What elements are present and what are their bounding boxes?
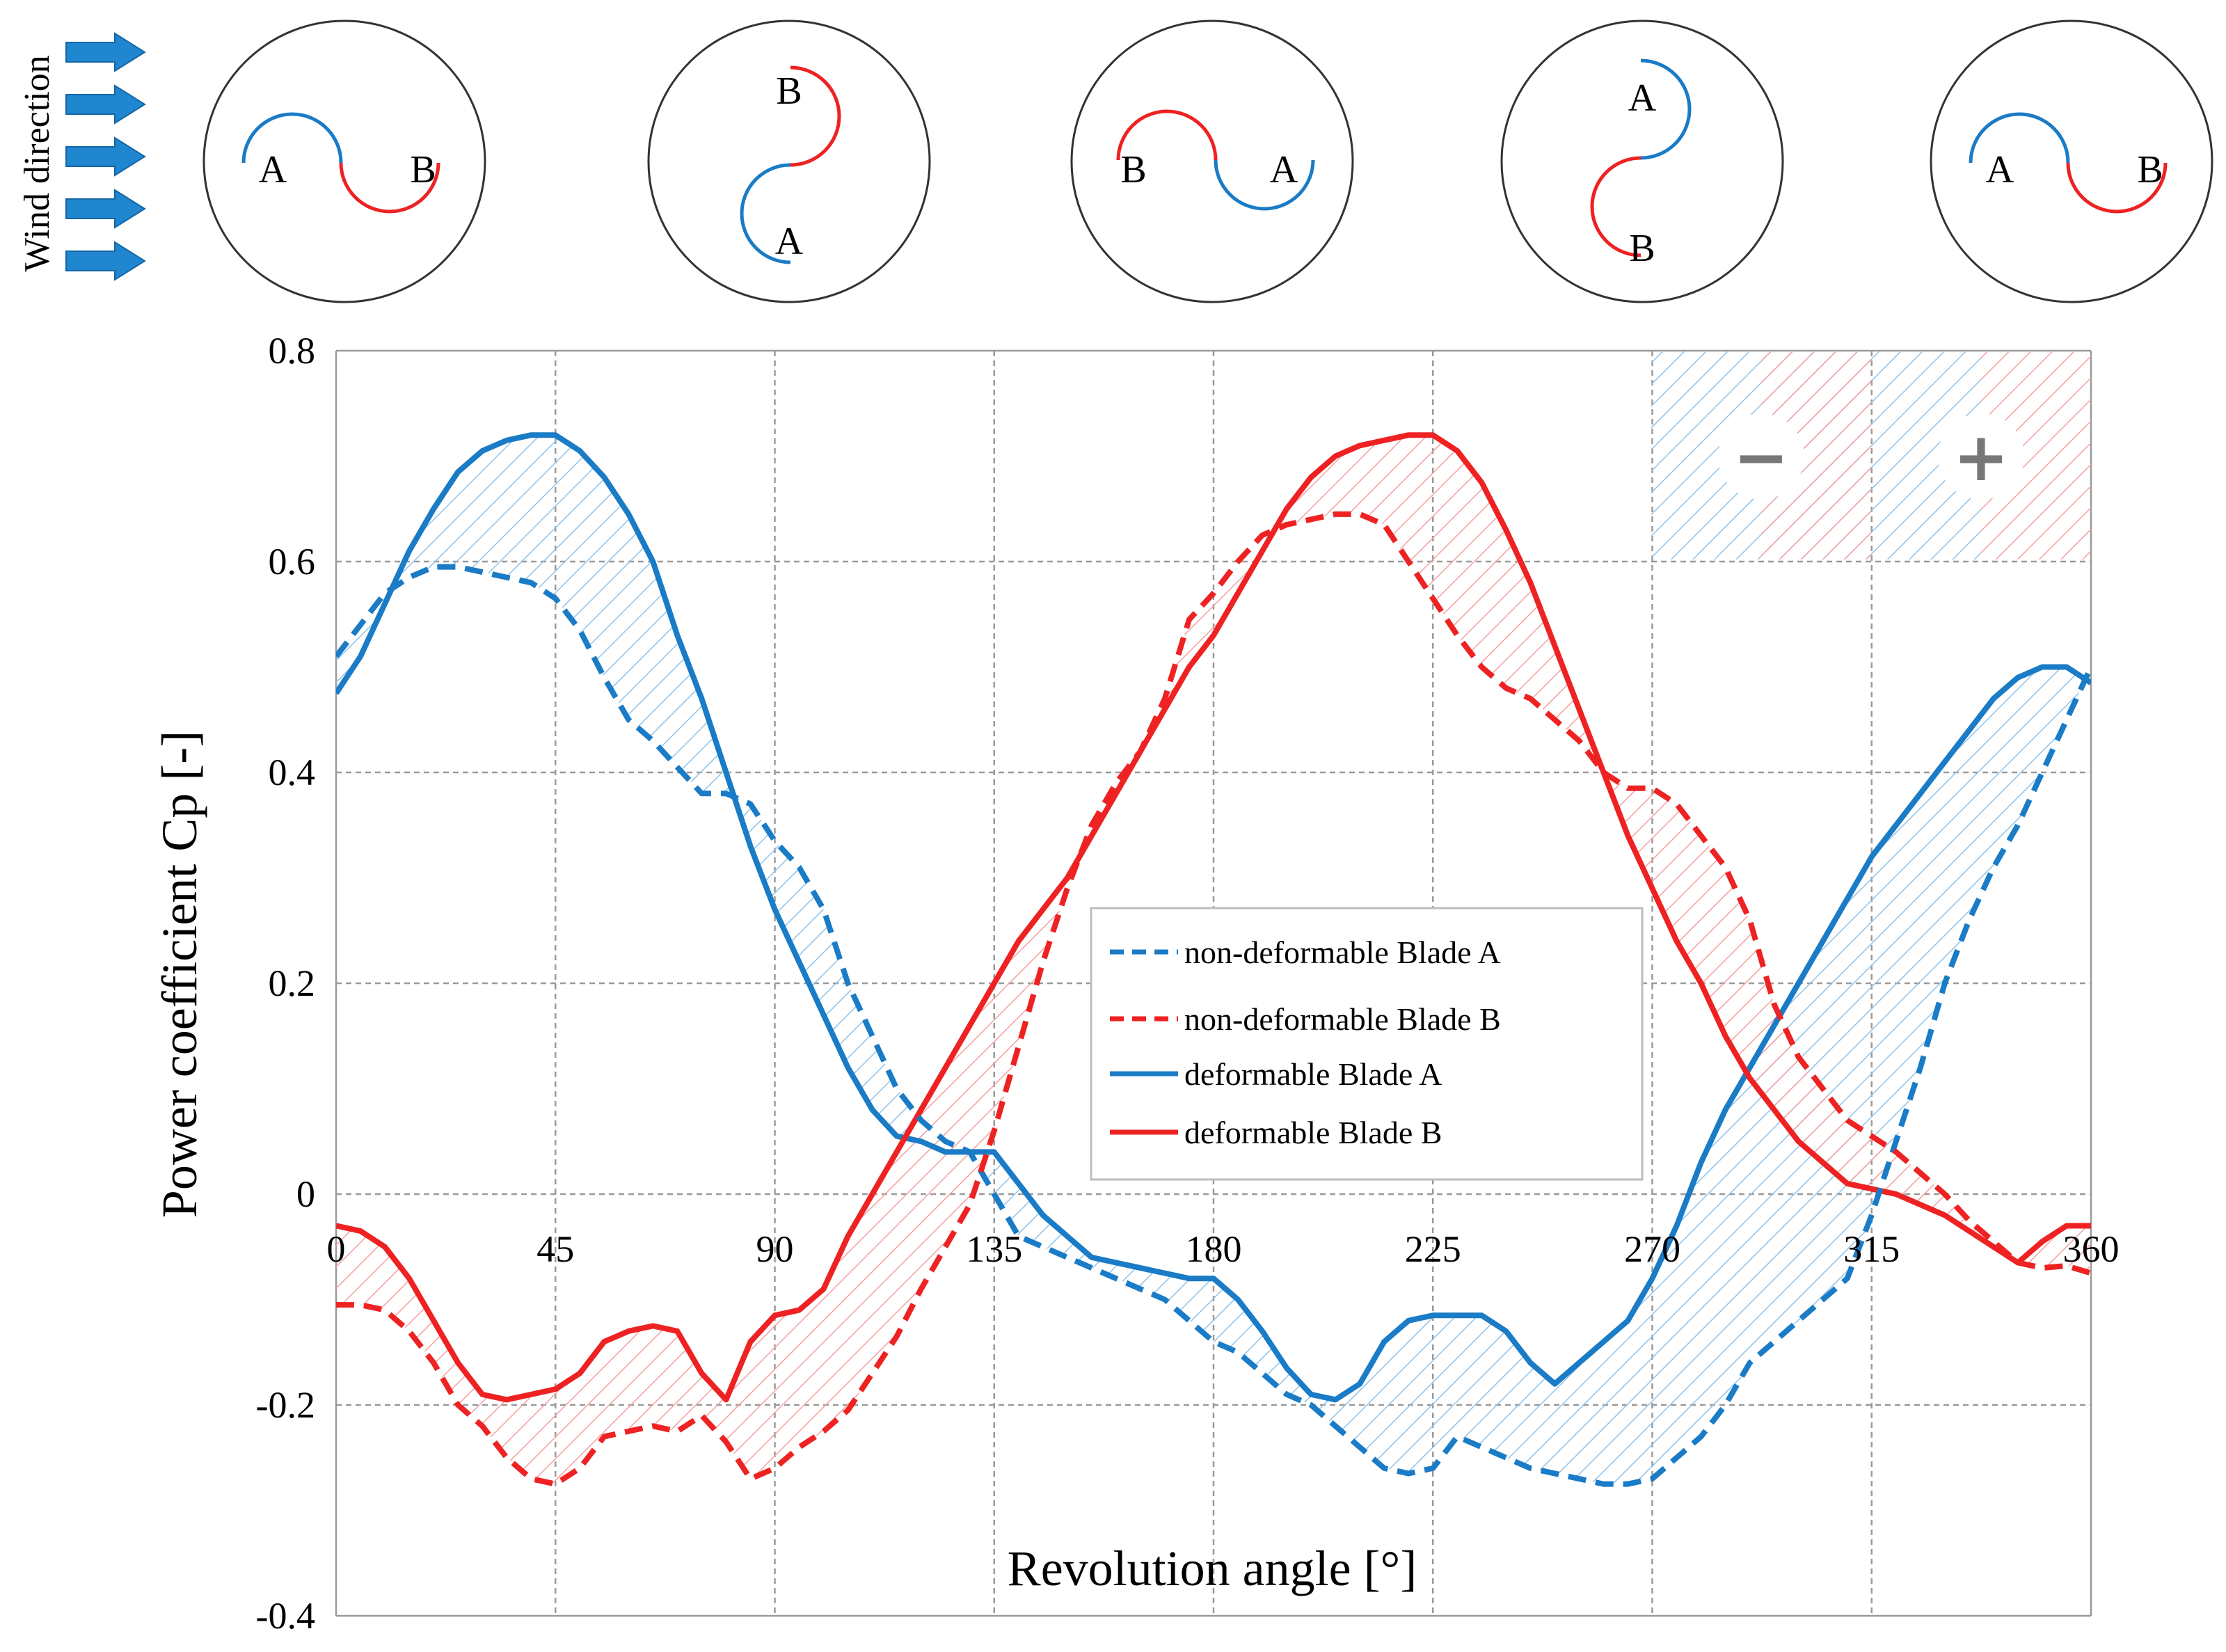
wind-arrows xyxy=(65,32,146,281)
rotor-circle xyxy=(1070,19,1354,303)
rotor-label-b: B xyxy=(1120,148,1146,191)
arrow-right-icon xyxy=(65,136,146,177)
x-axis-title: Revolution angle [°] xyxy=(1008,1541,1417,1596)
x-tick-label: 225 xyxy=(1405,1228,1461,1270)
y-tick-label: 0 xyxy=(296,1173,315,1215)
rotor-label-a: A xyxy=(1270,148,1298,191)
plot-area: -0.4 -0.2 0 0.2 0.4 0.6 0.8 0 45 90 135 180 225 270 3… xyxy=(256,330,2120,1637)
x-tick-label: 180 xyxy=(1186,1228,1242,1270)
series-lines xyxy=(336,432,2091,1487)
y-tick-label: -0.4 xyxy=(256,1595,315,1637)
y-axis-title: Power coefficient Cp [-] xyxy=(152,731,207,1218)
blade-a-difference-area xyxy=(336,435,2091,1484)
legend-label-nd-b: non-deformable Blade B xyxy=(1184,1001,1501,1037)
y-tick-label: 0.4 xyxy=(269,752,316,793)
arrow-right-icon xyxy=(65,32,146,72)
arrow-right-icon xyxy=(65,241,146,281)
x-tick-label: 360 xyxy=(2063,1228,2120,1270)
blade-b xyxy=(339,162,440,214)
blade-b xyxy=(1590,156,1641,257)
blade-a xyxy=(1969,112,2070,164)
rotor-label-a: A xyxy=(1986,148,2014,191)
x-tick-label: 0 xyxy=(327,1228,346,1270)
plus-sign: + xyxy=(1953,418,2009,496)
series-line-deformable-blade-b xyxy=(336,432,2091,1403)
plus-badge xyxy=(1938,413,2024,500)
wind-label: Wind direction xyxy=(17,55,57,271)
rotor-3: AB xyxy=(1500,19,1784,303)
legend: non-deformable Blade A non-deformable Bl… xyxy=(1090,907,1644,1181)
rotor-label-a: A xyxy=(1628,77,1657,120)
x-tick-label: 315 xyxy=(1843,1228,1900,1270)
series-line-deformable-blade-a xyxy=(336,432,2091,1403)
minus-sign: − xyxy=(1733,418,1789,496)
series-line-non-deformable-blade-a xyxy=(336,564,2091,1487)
x-tick-labels: 0 45 90 135 180 225 270 315 360 xyxy=(327,1228,2120,1270)
rotor-2: AB xyxy=(1070,19,1354,303)
blade-b xyxy=(790,65,841,167)
y-tick-label: 0.6 xyxy=(269,541,316,582)
rotor-label-a: A xyxy=(775,220,804,263)
y-tick-label: 0.8 xyxy=(269,330,316,372)
arrow-right-icon xyxy=(65,189,146,229)
rotor-label-b: B xyxy=(2137,148,2163,191)
legend-box xyxy=(1090,907,1644,1181)
series-line-non-deformable-blade-b xyxy=(336,511,2091,1487)
blade-b xyxy=(2066,162,2168,214)
rotor-circle xyxy=(1500,19,1784,303)
blade-a xyxy=(1214,159,1315,211)
blade-a xyxy=(740,163,791,264)
rotor-label-b: B xyxy=(410,148,436,191)
arrow-right-icon xyxy=(65,84,146,125)
rotor-circle xyxy=(647,19,931,303)
blade-b-difference-area xyxy=(336,435,2091,1484)
legend-label-d-b: deformable Blade B xyxy=(1184,1115,1442,1150)
minus-badge xyxy=(1718,413,1804,500)
rotor-1: AB xyxy=(647,19,931,303)
x-tick-label: 90 xyxy=(756,1228,794,1270)
rotor-circle xyxy=(1930,19,2213,303)
x-tick-label: 270 xyxy=(1624,1228,1680,1270)
blade-a xyxy=(241,112,343,164)
x-tick-label: 45 xyxy=(536,1228,574,1270)
blade-a xyxy=(1640,58,1692,160)
legend-label-nd-a: non-deformable Blade A xyxy=(1184,935,1501,970)
blade-b xyxy=(1116,109,1218,161)
y-tick-labels: -0.4 -0.2 0 0.2 0.4 0.6 0.8 xyxy=(256,330,315,1637)
rotor-label-a: A xyxy=(259,148,287,191)
rotor-label-b: B xyxy=(1629,227,1655,270)
sign-legend: − + xyxy=(1651,351,2091,559)
y-tick-label: -0.2 xyxy=(256,1384,315,1426)
legend-label-d-a: deformable Blade A xyxy=(1184,1056,1442,1092)
rotor-circle xyxy=(202,19,486,303)
difference-hatching xyxy=(336,435,2091,1484)
x-tick-label: 135 xyxy=(966,1228,1022,1270)
wind-indicator: Wind direction xyxy=(17,32,146,281)
rotor-label-b: B xyxy=(776,70,802,113)
y-tick-label: 0.2 xyxy=(269,962,316,1004)
